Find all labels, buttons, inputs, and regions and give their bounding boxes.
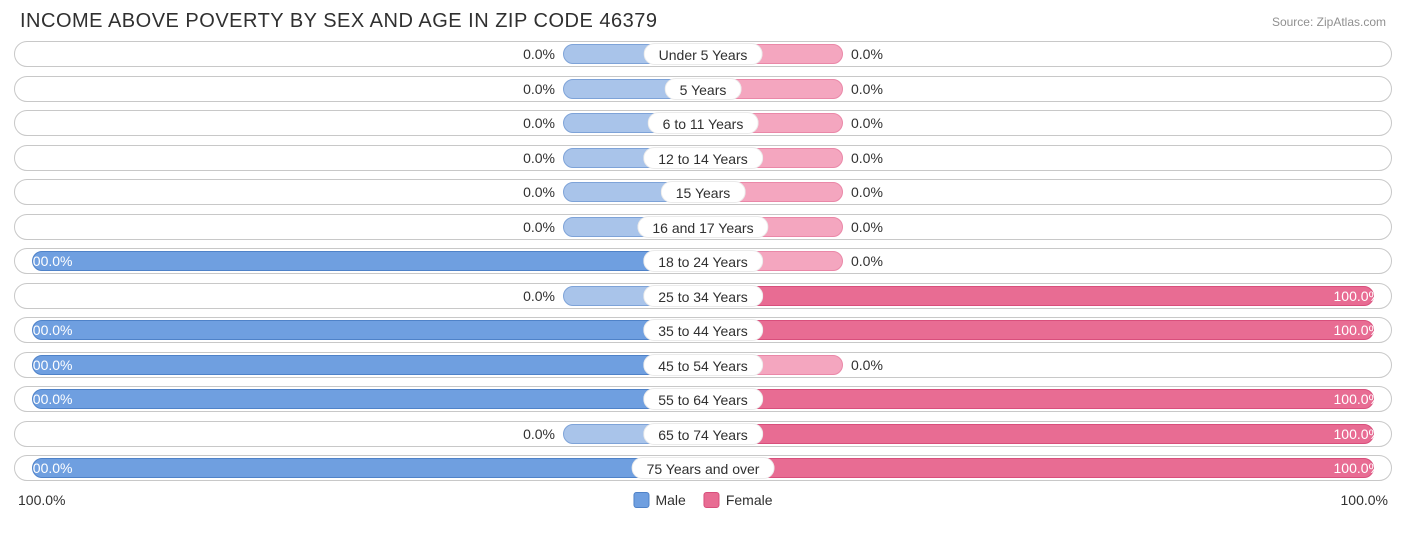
- value-female: 100.0%: [1334, 426, 1381, 442]
- row-category-label: 75 Years and over: [632, 457, 775, 479]
- chart-row: 65 to 74 Years 0.0% 100.0%: [14, 421, 1392, 447]
- bar-female: [703, 286, 1374, 306]
- chart-area: Under 5 Years0.0%0.0%5 Years0.0%0.0%6 to…: [0, 41, 1406, 508]
- chart-row: 5 Years 0.0% 0.0%: [14, 76, 1392, 102]
- row-category-label: 5 Years: [665, 78, 742, 100]
- row-category-label: 15 Years: [661, 181, 746, 203]
- bar-male: [32, 458, 703, 478]
- bar-male: [32, 389, 703, 409]
- chart-row: 15 Years 0.0% 0.0%: [14, 179, 1392, 205]
- chart-row: 35 to 44 Years 100.0% 100.0%: [14, 317, 1392, 343]
- row-category-label: 16 and 17 Years: [637, 216, 768, 238]
- row-category-label: 35 to 44 Years: [643, 319, 763, 341]
- chart-row: 18 to 24 Years 100.0% 0.0%: [14, 248, 1392, 274]
- value-female: 0.0%: [851, 184, 883, 200]
- axis-right-label: 100.0%: [1341, 492, 1388, 508]
- value-female: 100.0%: [1334, 391, 1381, 407]
- chart-row: 45 to 54 Years 100.0% 0.0%: [14, 352, 1392, 378]
- chart-row: 16 and 17 Years 0.0% 0.0%: [14, 214, 1392, 240]
- value-female: 0.0%: [851, 253, 883, 269]
- bar-female: [703, 320, 1374, 340]
- value-male: 0.0%: [523, 219, 555, 235]
- value-male: 100.0%: [25, 460, 72, 476]
- value-female: 0.0%: [851, 46, 883, 62]
- bar-female: [703, 389, 1374, 409]
- chart-header: INCOME ABOVE POVERTY BY SEX AND AGE IN Z…: [0, 0, 1406, 41]
- value-female: 0.0%: [851, 219, 883, 235]
- chart-row: 75 Years and over 100.0% 100.0%: [14, 455, 1392, 481]
- legend-item-male: Male: [633, 492, 685, 508]
- legend-label-female: Female: [726, 492, 773, 508]
- legend-swatch-female: [704, 492, 720, 508]
- value-female: 100.0%: [1334, 288, 1381, 304]
- row-category-label: 18 to 24 Years: [643, 250, 763, 272]
- row-category-label: 6 to 11 Years: [648, 112, 759, 134]
- value-male: 0.0%: [523, 46, 555, 62]
- chart-row: 6 to 11 Years 0.0% 0.0%: [14, 110, 1392, 136]
- row-category-label: Under 5 Years: [644, 43, 763, 65]
- value-male: 100.0%: [25, 322, 72, 338]
- value-male: 0.0%: [523, 426, 555, 442]
- value-male: 100.0%: [25, 391, 72, 407]
- row-category-label: 45 to 54 Years: [643, 354, 763, 376]
- value-female: 100.0%: [1334, 322, 1381, 338]
- value-male: 0.0%: [523, 115, 555, 131]
- value-male: 100.0%: [25, 357, 72, 373]
- bar-male: [32, 251, 703, 271]
- value-female: 0.0%: [851, 115, 883, 131]
- legend-swatch-male: [633, 492, 649, 508]
- bar-male: [32, 320, 703, 340]
- chart-row: 12 to 14 Years 0.0% 0.0%: [14, 145, 1392, 171]
- value-male: 0.0%: [523, 81, 555, 97]
- bar-female: [703, 424, 1374, 444]
- chart-title: INCOME ABOVE POVERTY BY SEX AND AGE IN Z…: [20, 10, 657, 33]
- chart-row: Under 5 Years 0.0% 0.0%: [14, 41, 1392, 67]
- chart-row: 55 to 64 Years 100.0% 100.0%: [14, 386, 1392, 412]
- value-male: 0.0%: [523, 288, 555, 304]
- legend-item-female: Female: [704, 492, 773, 508]
- value-male: 100.0%: [25, 253, 72, 269]
- value-female: 0.0%: [851, 150, 883, 166]
- chart-source: Source: ZipAtlas.com: [1272, 15, 1386, 29]
- value-male: 0.0%: [523, 150, 555, 166]
- bar-female: [703, 458, 1374, 478]
- row-category-label: 12 to 14 Years: [643, 147, 763, 169]
- legend: Male Female: [633, 492, 772, 508]
- row-category-label: 25 to 34 Years: [643, 285, 763, 307]
- row-category-label: 55 to 64 Years: [643, 388, 763, 410]
- value-female: 100.0%: [1334, 460, 1381, 476]
- axis-left-label: 100.0%: [18, 492, 65, 508]
- axis-row: 100.0% Male Female 100.0%: [14, 490, 1392, 508]
- row-category-label: 65 to 74 Years: [643, 423, 763, 445]
- legend-label-male: Male: [655, 492, 685, 508]
- bar-male: [32, 355, 703, 375]
- chart-row: 25 to 34 Years 0.0% 100.0%: [14, 283, 1392, 309]
- value-female: 0.0%: [851, 357, 883, 373]
- value-male: 0.0%: [523, 184, 555, 200]
- value-female: 0.0%: [851, 81, 883, 97]
